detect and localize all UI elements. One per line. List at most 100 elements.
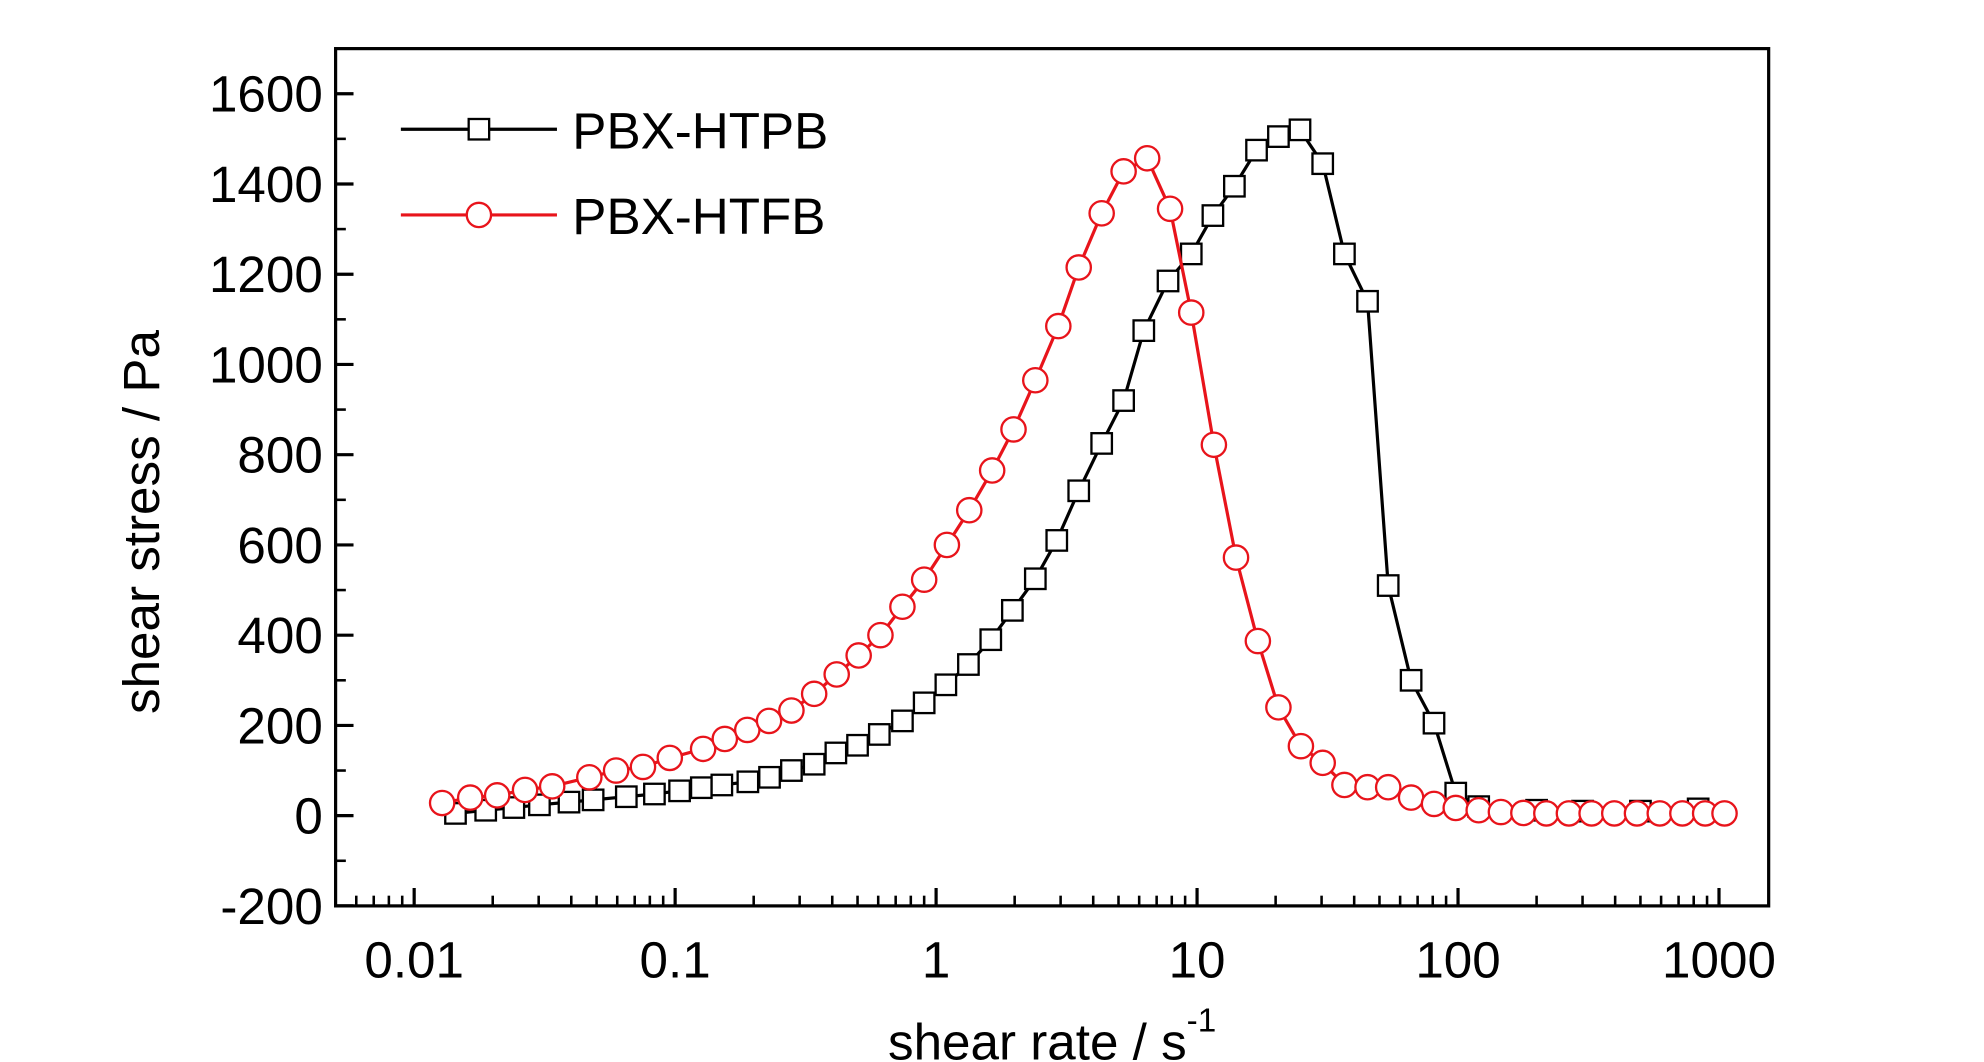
y-tick-label: 0 (294, 788, 322, 845)
plot-frame (334, 47, 1771, 908)
marker (1179, 242, 1203, 266)
marker (912, 691, 936, 715)
marker (1288, 118, 1312, 142)
x-tick-label: 0.1 (640, 932, 711, 989)
marker (1311, 152, 1335, 176)
marker (1201, 204, 1225, 227)
y-tick-label: 1600 (209, 66, 323, 123)
marker (1112, 389, 1135, 412)
marker (1600, 800, 1628, 827)
marker (1356, 289, 1379, 313)
marker (1000, 598, 1024, 622)
marker (934, 673, 958, 697)
marker (1533, 800, 1560, 827)
marker (1200, 431, 1228, 459)
marker (1465, 796, 1493, 824)
marker (428, 789, 456, 817)
x-axis-label-superscript: -1 (1187, 1002, 1217, 1039)
y-tick-label: 800 (237, 427, 322, 484)
marker (629, 753, 657, 781)
marker (668, 779, 691, 803)
x-tick-label: 1 (922, 932, 950, 989)
x-tick-label: 100 (1415, 932, 1500, 989)
marker (1510, 799, 1537, 827)
marker (758, 765, 781, 789)
marker (689, 776, 713, 800)
marker (1422, 711, 1446, 735)
marker (1065, 254, 1093, 281)
marker (1487, 798, 1515, 826)
marker (1578, 800, 1605, 827)
marker (955, 496, 983, 524)
marker (456, 784, 484, 811)
legend-label: PBX-HTPB (572, 102, 828, 159)
marker (1090, 432, 1114, 455)
marker (1023, 567, 1047, 591)
marker (957, 653, 980, 676)
legend-label: PBX-HTFB (572, 188, 825, 245)
marker (979, 628, 1003, 652)
marker (1045, 312, 1072, 340)
y-tick-label: 400 (237, 607, 322, 664)
x-tick-label: 10 (1169, 932, 1226, 989)
marker (978, 457, 1006, 484)
y-axis-label: shear stress / Pa (113, 330, 170, 714)
marker (711, 725, 739, 753)
marker (1374, 773, 1402, 801)
marker (465, 201, 493, 229)
marker (867, 723, 891, 746)
marker (1442, 794, 1470, 822)
marker (933, 531, 961, 559)
marker (1133, 144, 1161, 172)
marker (755, 707, 783, 735)
marker (823, 661, 851, 688)
marker (800, 680, 828, 708)
marker (1711, 800, 1738, 827)
marker (511, 776, 539, 804)
x-axis-label-text: shear rate / s (888, 1013, 1187, 1062)
marker (1376, 574, 1400, 597)
marker (1156, 269, 1180, 293)
marker (780, 759, 803, 782)
marker (1623, 800, 1651, 827)
x-axis-label: shear rate / s-1 (888, 1002, 1216, 1062)
marker (710, 773, 734, 797)
marker (1333, 242, 1356, 266)
marker (1267, 125, 1290, 148)
marker (602, 757, 630, 784)
marker (846, 733, 869, 757)
marker (1331, 771, 1358, 799)
marker (889, 593, 916, 621)
marker (1265, 694, 1292, 721)
marker (656, 744, 684, 772)
marker (1397, 784, 1425, 811)
marker (1045, 529, 1069, 552)
marker (1067, 479, 1091, 503)
marker (891, 709, 914, 733)
marker (576, 764, 603, 791)
marker (483, 782, 511, 809)
marker (1177, 299, 1205, 326)
y-tick-label: -200 (220, 878, 322, 935)
marker (557, 790, 581, 814)
marker (1000, 416, 1027, 443)
marker (1156, 195, 1184, 223)
marker (1222, 544, 1250, 571)
marker (1132, 319, 1156, 343)
marker (1555, 800, 1583, 827)
y-tick-label: 600 (237, 517, 322, 574)
marker (528, 793, 551, 817)
marker (1244, 627, 1272, 655)
marker (1420, 790, 1448, 818)
marker (614, 785, 638, 809)
marker (581, 788, 605, 812)
marker (1022, 366, 1049, 394)
marker (467, 117, 491, 141)
marker (1222, 174, 1246, 198)
x-tick-label: 1000 (1662, 932, 1776, 989)
marker (1088, 200, 1115, 227)
marker (1287, 732, 1315, 760)
marker (802, 752, 826, 776)
marker (736, 770, 760, 794)
marker (1669, 800, 1696, 827)
